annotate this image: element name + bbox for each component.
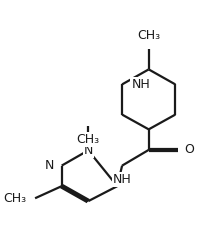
Text: NH: NH <box>131 78 149 91</box>
Text: NH: NH <box>112 173 131 186</box>
Text: N: N <box>45 159 54 172</box>
Text: CH₃: CH₃ <box>3 192 27 205</box>
Text: CH₃: CH₃ <box>76 133 99 146</box>
Text: CH₃: CH₃ <box>136 29 160 42</box>
Text: O: O <box>184 144 193 156</box>
Text: N: N <box>83 144 92 157</box>
